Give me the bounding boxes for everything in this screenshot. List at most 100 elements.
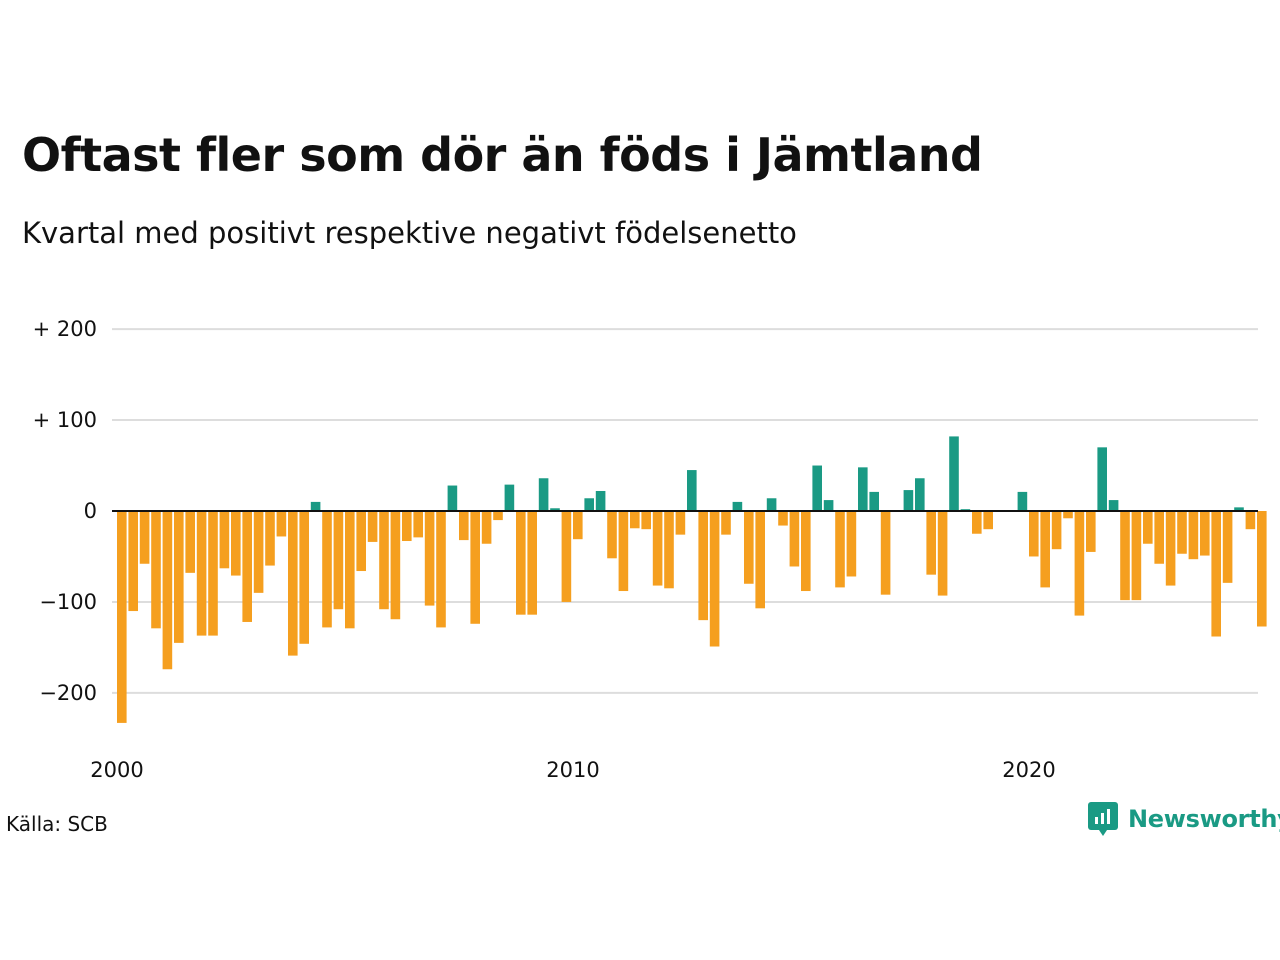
bar xyxy=(675,511,686,535)
bar xyxy=(937,511,948,596)
bar xyxy=(812,465,822,511)
bar xyxy=(162,511,173,670)
bar xyxy=(584,498,594,511)
bar xyxy=(345,511,355,629)
bar xyxy=(903,490,914,511)
source-note: Källa: SCB xyxy=(6,812,108,836)
bar xyxy=(1131,511,1142,601)
bar xyxy=(1257,511,1267,627)
bar xyxy=(755,511,765,609)
bar xyxy=(1029,511,1039,557)
bar xyxy=(698,511,708,621)
chart-subtitle: Kvartal med positivt respektive negativt… xyxy=(22,216,797,250)
bar xyxy=(379,511,389,610)
bar xyxy=(219,511,230,569)
bar xyxy=(390,511,401,620)
bar xyxy=(766,498,777,511)
bar xyxy=(778,511,788,526)
bar xyxy=(174,511,184,643)
bar xyxy=(1245,511,1256,530)
bar xyxy=(732,501,743,511)
bar xyxy=(242,511,252,622)
bar xyxy=(196,511,207,636)
bars xyxy=(117,436,1267,723)
bar xyxy=(253,511,264,593)
y-tick-label: −200 xyxy=(39,681,97,705)
bar xyxy=(310,501,321,511)
bar xyxy=(641,511,651,530)
bar xyxy=(744,511,754,584)
x-axis-labels: 2000 2010 2020 xyxy=(90,758,1055,782)
bar xyxy=(231,511,241,576)
bar xyxy=(436,511,446,628)
bar xyxy=(333,511,344,610)
bar xyxy=(573,511,583,540)
gridlines xyxy=(112,328,1258,694)
bar xyxy=(1086,511,1096,552)
bar xyxy=(550,508,560,511)
y-axis-labels: + 200 + 100 0 −100 −200 xyxy=(33,317,97,705)
bar xyxy=(299,511,309,644)
bar xyxy=(276,511,287,537)
bar xyxy=(1234,507,1244,511)
bar xyxy=(1097,447,1107,511)
x-tick-label: 2020 xyxy=(1002,758,1055,782)
bar xyxy=(367,511,378,542)
bar xyxy=(128,511,138,612)
bar xyxy=(117,511,127,723)
bar xyxy=(1074,511,1085,616)
bar xyxy=(1063,511,1073,519)
bar xyxy=(561,511,572,602)
bar xyxy=(846,511,857,577)
bar xyxy=(721,511,731,535)
bar xyxy=(869,491,879,511)
bar xyxy=(470,511,480,624)
x-tick-label: 2000 xyxy=(90,758,143,782)
bar xyxy=(1051,511,1062,550)
bar xyxy=(481,511,492,544)
bar xyxy=(527,511,537,615)
bar xyxy=(1200,511,1210,556)
bar xyxy=(1177,511,1187,554)
bar xyxy=(1211,511,1221,637)
bar xyxy=(630,511,640,529)
bar xyxy=(1108,500,1119,511)
bar xyxy=(504,484,515,511)
chart-title: Oftast fler som dör än föds i Jämtland xyxy=(22,128,983,182)
newsworthy-logo-icon xyxy=(1088,802,1118,836)
bar xyxy=(1222,511,1233,583)
bar xyxy=(208,511,218,636)
bar xyxy=(413,511,423,538)
bar xyxy=(880,511,891,595)
bar xyxy=(139,511,150,564)
y-tick-label: −100 xyxy=(39,590,97,614)
bar xyxy=(288,511,298,656)
bar xyxy=(915,478,925,511)
bar xyxy=(687,470,697,511)
bar xyxy=(322,511,332,628)
bar xyxy=(618,511,629,592)
x-tick-label: 2010 xyxy=(546,758,599,782)
bar xyxy=(1143,511,1153,544)
bar xyxy=(949,436,959,511)
bar xyxy=(823,500,834,511)
bar xyxy=(424,511,435,606)
bar xyxy=(858,467,868,511)
bar xyxy=(402,511,412,542)
bar xyxy=(595,490,606,511)
bar xyxy=(185,511,195,573)
y-tick-label: + 100 xyxy=(33,408,97,432)
bar xyxy=(493,511,503,521)
bar xyxy=(1165,511,1176,586)
bar xyxy=(607,511,617,559)
bar xyxy=(459,511,469,541)
bar xyxy=(926,511,936,575)
bar xyxy=(789,511,800,567)
bar xyxy=(265,511,275,566)
bar xyxy=(801,511,811,592)
bar xyxy=(1040,511,1050,588)
bar xyxy=(151,511,161,629)
y-tick-label: + 200 xyxy=(33,317,97,341)
bar xyxy=(1017,491,1028,511)
